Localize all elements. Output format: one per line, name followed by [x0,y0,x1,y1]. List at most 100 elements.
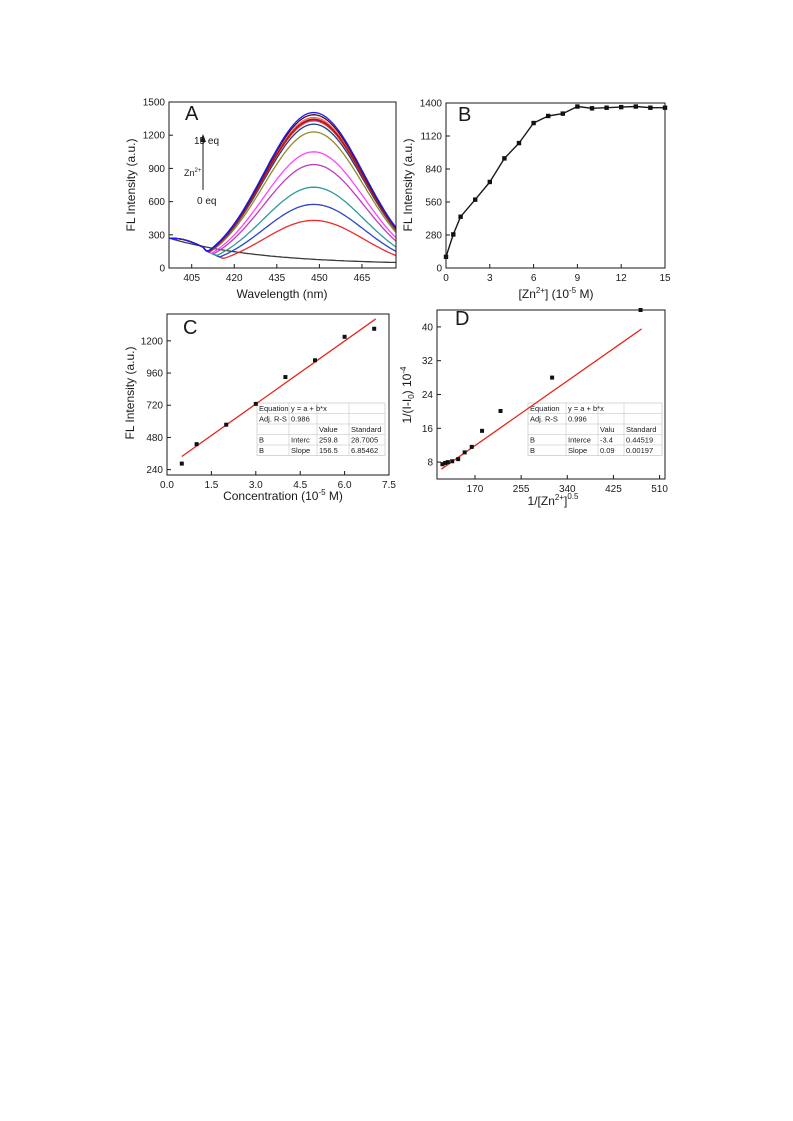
y-tick-label: 24 [422,390,434,401]
eq-max-label: 15 eq [194,136,219,147]
y-tick-label: 40 [422,322,434,333]
table-cell: Adj. R-S [530,415,558,424]
data-point [502,156,507,161]
x-tick-label: 450 [311,273,328,284]
table-cell: 156.5 [319,446,338,455]
y-tick-label: 0 [436,264,442,275]
data-point [179,461,184,466]
x-tick-label: 9 [575,273,581,284]
x-tick-label: 340 [559,484,576,495]
x-tick-label: 4.5 [293,480,307,491]
data-point [516,140,522,146]
table-cell: Interc [291,436,310,445]
x-tick-label: 15 [659,273,671,284]
titration-line [445,105,665,258]
y-tick-label: 560 [425,198,442,209]
panel-a-letter: A [185,103,199,125]
data-point [451,232,456,237]
panel-c-xlabel: Concentration (10-5 M) [223,488,343,503]
table-cell: Equation [530,404,560,413]
panel-b-letter: B [458,104,471,126]
x-tick-label: 3 [487,273,493,284]
panel-c-letter: C [183,317,197,339]
panel-d-fit-table: Equation y = a + b*x Adj. R-S 0.996 Valu Stan… [527,402,663,456]
x-tick-label: 435 [268,273,285,284]
x-tick-label: 3.0 [249,480,263,491]
table-cell: 0.986 [291,415,310,424]
data-point [480,428,485,433]
table-cell: Slope [568,446,587,455]
y-tick-label: 960 [146,369,163,380]
data-point [619,104,624,110]
table-cell: 0.09 [600,446,615,455]
table-cell: 0.996 [568,415,587,424]
y-tick-label: 32 [422,356,434,367]
data-point [450,459,455,464]
arrow-up-icon [200,134,206,142]
y-tick-label: 300 [148,230,165,241]
panel-b-frame [445,102,666,269]
y-tick-label: 480 [146,433,163,444]
data-point [342,334,347,339]
data-point [440,462,445,467]
panel-a: 405 420 435 450 465 0 300 600 900 1200 1500 A 15 … [124,98,397,301]
x-tick-label: 1.5 [204,480,218,491]
data-point [604,105,609,110]
panel-c-frame [166,313,390,476]
panel-b: 0 3 6 9 12 15 0 280 560 840 1120 1400 B [Zn2+] (10… [401,99,671,302]
y-tick-label: 16 [422,424,434,435]
x-tick-label: 405 [183,273,200,284]
table-cell: B [259,436,264,445]
panel-b-xlabel: [Zn2+] (10-5 M) [519,286,594,301]
table-cell: 6.85462 [351,446,378,455]
x-tick-label: 420 [226,273,243,284]
x-tick-label: 6 [531,273,537,284]
x-tick-label: 255 [513,484,530,495]
x-tick-label: 170 [467,484,484,495]
data-point [372,326,377,331]
data-point [443,460,448,465]
table-cell: B [530,446,535,455]
table-box [256,402,386,456]
x-tick-label: 7.5 [382,480,396,491]
data-point [487,179,492,185]
table-cell: Value [319,425,338,434]
data-point [575,104,580,109]
fit-line [181,318,377,458]
data-point [560,111,565,116]
panel-a-ylabel: FL Intensity (a.u.) [124,139,138,232]
eq-min-label: 0 eq [197,196,216,207]
x-tick-label: 0 [443,273,449,284]
table-cell: Interce [568,436,591,445]
spectrum-line [169,203,396,258]
table-cell: Adj. R-S [259,415,287,424]
table-cell: Slope [291,446,310,455]
table-cell: 0.44519 [626,436,653,445]
data-point [194,442,199,447]
x-tick-label: 425 [605,484,622,495]
panel-d-xlabel: 1/[Zn2+]0.5 [528,492,580,508]
data-point [633,104,638,109]
data-point [456,457,461,462]
data-point [473,197,478,202]
data-point [546,113,551,119]
table-cell: 28.7005 [351,436,378,445]
data-point [224,422,229,427]
y-tick-label: 1200 [141,336,164,347]
y-tick-label: 840 [425,165,442,176]
table-cell: Standard [351,425,381,434]
y-tick-label: 1500 [143,98,166,109]
fit-line [440,328,643,470]
panel-d: 170 255 340 425 510 8 16 24 32 40 Equation y = a … [399,308,668,508]
data-point [253,401,258,406]
panel-a-frame [168,101,397,269]
panel-d-letter: D [455,308,469,330]
y-tick-label: 1400 [420,99,443,110]
data-point [458,214,463,219]
data-point [550,375,555,380]
table-cell: Standard [626,425,656,434]
data-point [589,106,595,111]
panel-b-ylabel: FL Intensity (a.u.) [401,139,415,232]
table-cell: B [530,436,535,445]
